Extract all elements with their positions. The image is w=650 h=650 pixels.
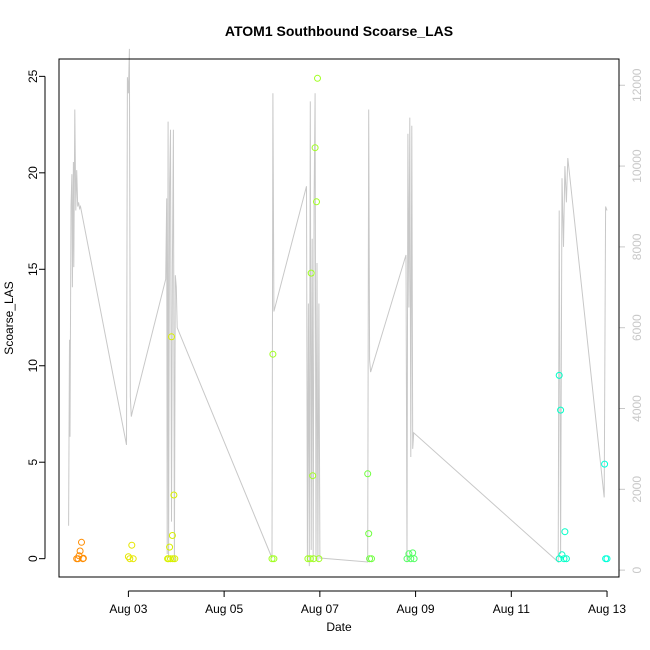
x-tick-label: Aug 11	[493, 602, 530, 616]
data-point	[268, 555, 276, 563]
data-point	[311, 144, 319, 152]
y-tick-label: 5	[26, 459, 40, 466]
data-point	[364, 470, 372, 478]
x-tick-label: Aug 03	[109, 602, 147, 616]
y2-tick-label: 4000	[630, 395, 644, 422]
data-point	[310, 555, 318, 563]
y-tick-label: 0	[26, 555, 40, 562]
y-tick-label: 20	[26, 166, 40, 180]
data-point	[270, 555, 278, 563]
y2-tick-label: 2000	[630, 476, 644, 503]
data-point	[558, 551, 566, 559]
x-axis-label: Date	[326, 620, 352, 634]
data-point	[410, 555, 418, 563]
data-point	[167, 555, 174, 563]
data-point	[269, 350, 277, 358]
data-point	[368, 555, 375, 563]
data-point	[557, 406, 565, 414]
data-point	[307, 269, 315, 277]
x-tick-label: Aug 13	[588, 602, 626, 616]
data-point	[129, 555, 137, 563]
data-point	[315, 555, 323, 563]
points-layer	[73, 74, 611, 563]
y2-tick-label: 10000	[630, 149, 644, 183]
data-point	[79, 554, 87, 562]
y2-tick-label: 0	[630, 566, 644, 573]
y-tick-label: 10	[26, 359, 40, 373]
data-point	[603, 555, 611, 563]
y2-tick-label: 8000	[630, 233, 644, 260]
data-point	[128, 541, 136, 549]
data-point	[562, 555, 570, 563]
data-point	[314, 74, 321, 82]
y-axis-label: Scoarse_LAS	[2, 281, 16, 354]
data-point	[601, 460, 609, 468]
data-point	[560, 555, 568, 563]
secondary-series-layer	[68, 48, 608, 567]
data-point	[168, 532, 176, 539]
y-tick-label: 25	[26, 69, 40, 83]
data-point	[365, 530, 373, 538]
data-point	[78, 538, 85, 546]
plot-frame	[58, 58, 620, 578]
data-point	[76, 547, 84, 555]
y-tick-label: 15	[26, 262, 40, 276]
data-point	[169, 555, 177, 563]
data-point	[561, 528, 569, 536]
chart-title: ATOM1 Southbound Scoarse_LAS	[225, 23, 453, 39]
data-point	[168, 333, 175, 341]
data-point	[166, 543, 174, 551]
secondary-series-line	[68, 48, 608, 567]
x-tick-label: Aug 09	[397, 602, 435, 616]
y2-tick-label: 6000	[630, 314, 644, 341]
y2-tick-label: 12000	[630, 68, 644, 102]
data-point	[366, 555, 374, 563]
data-point	[126, 555, 134, 563]
data-point	[555, 371, 563, 379]
x-tick-label: Aug 05	[205, 602, 243, 616]
data-point	[309, 472, 317, 480]
data-point	[74, 555, 82, 563]
data-point	[313, 198, 320, 206]
data-point	[306, 555, 314, 563]
data-point	[170, 491, 178, 499]
x-tick-label: Aug 07	[301, 602, 339, 616]
data-point	[171, 555, 179, 563]
